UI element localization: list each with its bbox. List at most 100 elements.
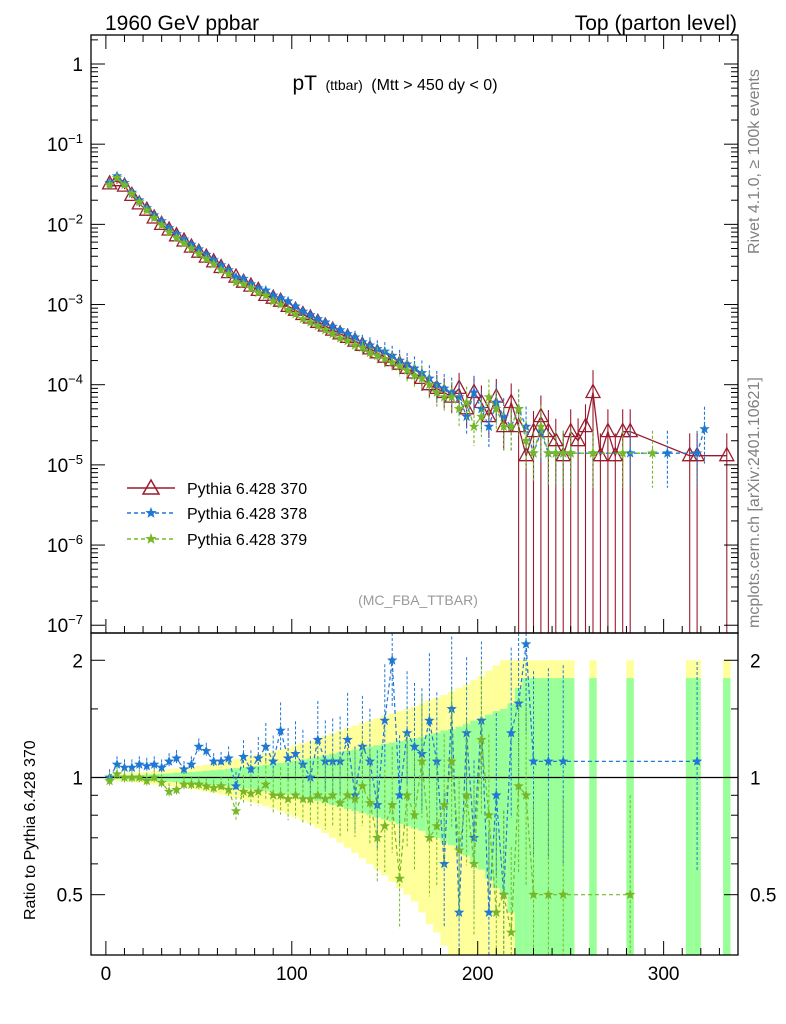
ratio-point-s379 bbox=[230, 805, 242, 816]
data-point-s379 bbox=[186, 243, 197, 253]
data-point-s379 bbox=[178, 237, 190, 248]
data-point-s379 bbox=[387, 356, 398, 367]
data-point-s378 bbox=[401, 358, 413, 369]
data-point-s379 bbox=[394, 360, 405, 371]
y-tick-base: 10 bbox=[47, 215, 68, 236]
y-tick-exp: −7 bbox=[68, 612, 83, 627]
data-point-s370 bbox=[607, 446, 624, 462]
data-point-s379 bbox=[327, 328, 338, 339]
y-tick-label: 10−1 bbox=[47, 131, 83, 156]
data-point-s370 bbox=[599, 422, 616, 438]
ratio-point-s378 bbox=[238, 751, 249, 762]
plot-title-sub: (ttbar) bbox=[325, 77, 362, 93]
ratio-point-s379 bbox=[141, 775, 152, 786]
data-point-s378 bbox=[662, 447, 673, 458]
ratio-point-s378 bbox=[424, 715, 435, 725]
data-point-s378 bbox=[699, 423, 710, 434]
data-point-s379 bbox=[468, 421, 480, 432]
ratio-point-s379 bbox=[290, 789, 301, 800]
ratio-point-s379 bbox=[260, 778, 271, 789]
ratio-point-s379 bbox=[111, 768, 123, 779]
legend-label-370: Pythia 6.428 370 bbox=[187, 481, 307, 498]
y-tick-label: 10−6 bbox=[47, 532, 83, 557]
ratio-point-s379 bbox=[163, 786, 175, 796]
ratio-point-s378 bbox=[691, 755, 703, 766]
ratio-point-s378 bbox=[282, 752, 294, 763]
ratio-point-s378 bbox=[208, 755, 219, 766]
ratio-point-s379 bbox=[491, 907, 502, 917]
ratio-point-s378 bbox=[431, 755, 442, 766]
data-point-s379 bbox=[305, 316, 316, 327]
ratio-point-s379 bbox=[245, 787, 257, 798]
data-point-s379 bbox=[149, 212, 160, 223]
ratio-plot: 0 100 200 300 0.5 0.5 1 1 2 2 bbox=[57, 632, 776, 985]
data-point-s378 bbox=[268, 289, 279, 300]
ratio-point-s378 bbox=[439, 858, 450, 869]
ratio-point-s379 bbox=[505, 926, 517, 937]
data-point-s379 bbox=[268, 295, 279, 306]
data-point-s379 bbox=[617, 447, 628, 458]
ratio-point-s378 bbox=[409, 741, 420, 752]
data-point-s370 bbox=[131, 194, 148, 210]
ratio-band-inner bbox=[685, 678, 694, 955]
y-tick-base: 1 bbox=[72, 55, 83, 76]
data-point-s379 bbox=[379, 353, 390, 364]
data-point-s378 bbox=[461, 411, 472, 422]
header-left: 1960 GeV ppbar bbox=[105, 12, 259, 35]
data-point-s379 bbox=[431, 387, 442, 397]
data-point-s378 bbox=[290, 300, 301, 311]
ratio-point-s378 bbox=[186, 759, 197, 769]
ratio-point-s379 bbox=[349, 793, 361, 804]
ratio-point-s379 bbox=[268, 789, 279, 800]
ratio-band-inner bbox=[425, 734, 434, 836]
legend-label-379: Pythia 6.428 379 bbox=[187, 532, 307, 549]
ratio-point-s379 bbox=[126, 772, 138, 782]
data-point-s378 bbox=[691, 447, 703, 458]
data-point-s379 bbox=[401, 365, 413, 375]
data-point-s370 bbox=[220, 263, 237, 279]
ratio-point-s378 bbox=[126, 762, 138, 773]
data-point-s370 bbox=[123, 186, 140, 202]
analysis-watermark: (MC_FBA_TTBAR) bbox=[358, 592, 478, 608]
y-tick-label: 10−3 bbox=[47, 292, 83, 317]
ratio-point-s379 bbox=[238, 786, 249, 796]
data-point-s379 bbox=[647, 447, 658, 458]
data-point-s379 bbox=[171, 232, 182, 243]
ratio-point-s379 bbox=[498, 889, 509, 900]
ratio-point-s378 bbox=[394, 789, 405, 800]
ratio-y-tick-label-right: 2 bbox=[750, 651, 761, 672]
ratio-point-s378 bbox=[134, 759, 145, 769]
data-point-s379 bbox=[483, 391, 495, 402]
ratio-point-s378 bbox=[491, 789, 502, 800]
ratio-point-s379 bbox=[149, 772, 160, 782]
data-point-s379 bbox=[320, 324, 331, 335]
y-tick-label: 10−5 bbox=[47, 452, 83, 477]
ratio-point-s379 bbox=[208, 782, 219, 793]
ratio-point-s378 bbox=[171, 752, 182, 763]
ratio-point-s378 bbox=[156, 762, 167, 773]
data-point-s370 bbox=[577, 417, 594, 433]
ratio-point-s379 bbox=[193, 778, 205, 789]
legend: Pythia 6.428 370 Pythia 6.428 378 Pythia… bbox=[127, 478, 307, 549]
ratio-y-tick-label-right: 0.5 bbox=[750, 886, 776, 907]
ratio-point-s379 bbox=[379, 820, 390, 831]
data-point-s378 bbox=[275, 292, 286, 303]
data-point-s379 bbox=[372, 350, 383, 361]
ratio-point-s379 bbox=[305, 793, 316, 804]
plot-title-cond: (Mtt > 450 dy < 0) bbox=[371, 77, 497, 94]
ratio-point-s379 bbox=[387, 799, 398, 810]
ratio-point-s379 bbox=[223, 784, 234, 795]
data-point-s370 bbox=[190, 242, 207, 258]
y-tick-exp: −3 bbox=[68, 292, 83, 307]
data-point-s370 bbox=[198, 247, 215, 263]
data-point-s370 bbox=[718, 446, 735, 462]
ratio-frame bbox=[90, 632, 739, 956]
data-point-s379 bbox=[461, 397, 472, 407]
ratio-point-s379 bbox=[401, 789, 413, 800]
legend-star-icon-379 bbox=[145, 533, 157, 544]
ratio-band-inner bbox=[544, 678, 552, 955]
y-tick-exp: −6 bbox=[68, 532, 83, 547]
ratio-band-inner bbox=[299, 759, 307, 798]
ratio-point-s378 bbox=[297, 759, 309, 769]
y-tick-label: 10−4 bbox=[47, 372, 83, 397]
